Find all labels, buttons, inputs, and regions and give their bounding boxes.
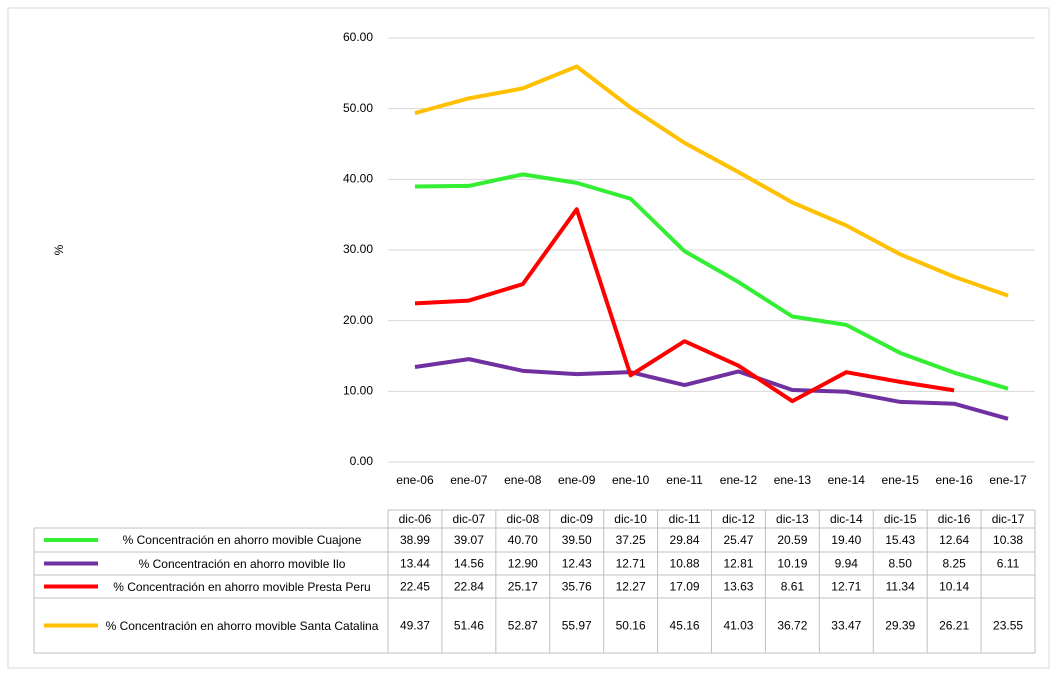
legend-label: % Concentración en ahorro movible Cuajon… — [122, 533, 362, 547]
table-header: dic-08 — [506, 512, 539, 526]
table-header: dic-10 — [614, 512, 647, 526]
x-tick-label: ene-13 — [774, 473, 812, 487]
x-tick-label: ene-16 — [935, 473, 973, 487]
table-cell: 22.84 — [454, 580, 484, 594]
table-cell: 15.43 — [885, 533, 915, 547]
table-cell: 12.43 — [562, 557, 592, 571]
table-cell: 23.55 — [993, 619, 1023, 633]
table-cell: 33.47 — [831, 619, 861, 633]
table-cell: 25.17 — [508, 580, 538, 594]
table-header: dic-07 — [453, 512, 486, 526]
table-cell: 40.70 — [508, 533, 538, 547]
table-header: dic-12 — [722, 512, 755, 526]
table-cell: 12.71 — [831, 580, 861, 594]
table-cell: 19.40 — [831, 533, 861, 547]
y-tick-label: 40.00 — [343, 172, 373, 186]
legend-label-box: % Concentración en ahorro movible Cuajon… — [122, 533, 362, 547]
table-header: dic-17 — [992, 512, 1025, 526]
table-header: dic-16 — [938, 512, 971, 526]
legend-label-box: % Concentración en ahorro movible Presta… — [113, 579, 371, 594]
table-cell: 12.90 — [508, 557, 538, 571]
table-cell: 49.37 — [400, 619, 430, 633]
table-cell: 36.72 — [777, 619, 807, 633]
table-cell: 8.25 — [942, 557, 966, 571]
table-cell: 52.87 — [508, 619, 538, 633]
table-cell: 10.38 — [993, 533, 1023, 547]
x-tick-label: ene-08 — [504, 473, 542, 487]
series-line — [414, 64, 1009, 298]
table-cell: 50.16 — [616, 619, 646, 633]
table-cell: 10.88 — [670, 557, 700, 571]
table-cell: 20.59 — [777, 533, 807, 547]
y-axis-label: % — [52, 244, 66, 255]
legend-label-box: % Concentración en ahorro movible Santa … — [105, 618, 379, 633]
y-tick-label: 20.00 — [343, 313, 373, 327]
series-line — [414, 357, 1009, 421]
table-cell: 17.09 — [670, 580, 700, 594]
table-cell: 12.27 — [616, 580, 646, 594]
table-cell: 13.63 — [723, 580, 753, 594]
legend-label-box: % Concentración en ahorro movible Ilo — [138, 556, 346, 571]
table-cell: 12.71 — [616, 557, 646, 571]
table-cell: 6.11 — [997, 557, 1020, 571]
table-header: dic-15 — [884, 512, 917, 526]
table-cell: 14.56 — [454, 557, 484, 571]
table-cell: 41.03 — [723, 619, 753, 633]
table-header: dic-13 — [776, 512, 809, 526]
table-cell: 25.47 — [723, 533, 753, 547]
x-tick-label: ene-17 — [989, 473, 1027, 487]
table-cell: 12.81 — [723, 557, 753, 571]
x-tick-label: ene-09 — [558, 473, 596, 487]
table-cell: 12.64 — [939, 533, 969, 547]
x-tick-label: ene-12 — [720, 473, 758, 487]
series-line — [414, 207, 955, 404]
table-cell: 51.46 — [454, 619, 484, 633]
table-cell: 37.25 — [616, 533, 646, 547]
y-tick-label: 10.00 — [343, 384, 373, 398]
series-line — [414, 172, 1009, 391]
x-tick-label: ene-15 — [882, 473, 920, 487]
table-cell: 35.76 — [562, 580, 592, 594]
x-tick-label: ene-07 — [450, 473, 488, 487]
table-header: dic-11 — [669, 512, 701, 526]
table-cell: 29.84 — [670, 533, 700, 547]
x-tick-label: ene-14 — [828, 473, 866, 487]
table-cell: 39.50 — [562, 533, 592, 547]
table-cell: 39.07 — [454, 533, 484, 547]
table-cell: 10.19 — [777, 557, 807, 571]
table-header: dic-14 — [830, 512, 863, 526]
legend-label: % Concentración en ahorro movible Presta… — [113, 579, 371, 594]
table-cell: 8.61 — [781, 580, 805, 594]
y-tick-label: 30.00 — [343, 242, 373, 256]
y-tick-label: 0.00 — [350, 454, 374, 468]
table-header: dic-06 — [399, 512, 432, 526]
x-tick-label: ene-10 — [612, 473, 650, 487]
table-cell: 55.97 — [562, 619, 592, 633]
legend-label: % Concentración en ahorro movible Ilo — [138, 556, 346, 571]
x-tick-label: ene-11 — [666, 473, 703, 487]
y-tick-label: 60.00 — [343, 30, 373, 44]
table-header: dic-09 — [560, 512, 593, 526]
table-cell: 9.94 — [835, 557, 859, 571]
table-cell: 26.21 — [939, 619, 969, 633]
legend-label: % Concentración en ahorro movible Santa … — [105, 618, 379, 633]
table-cell: 29.39 — [885, 619, 915, 633]
table-cell: 45.16 — [670, 619, 700, 633]
table-cell: 38.99 — [400, 533, 430, 547]
table-cell: 13.44 — [400, 557, 430, 571]
x-tick-label: ene-06 — [396, 473, 434, 487]
y-tick-label: 50.00 — [343, 101, 373, 115]
table-cell: 11.34 — [886, 580, 915, 594]
table-cell: 10.14 — [939, 580, 969, 594]
table-cell: 8.50 — [889, 557, 913, 571]
table-cell: 22.45 — [400, 580, 430, 594]
